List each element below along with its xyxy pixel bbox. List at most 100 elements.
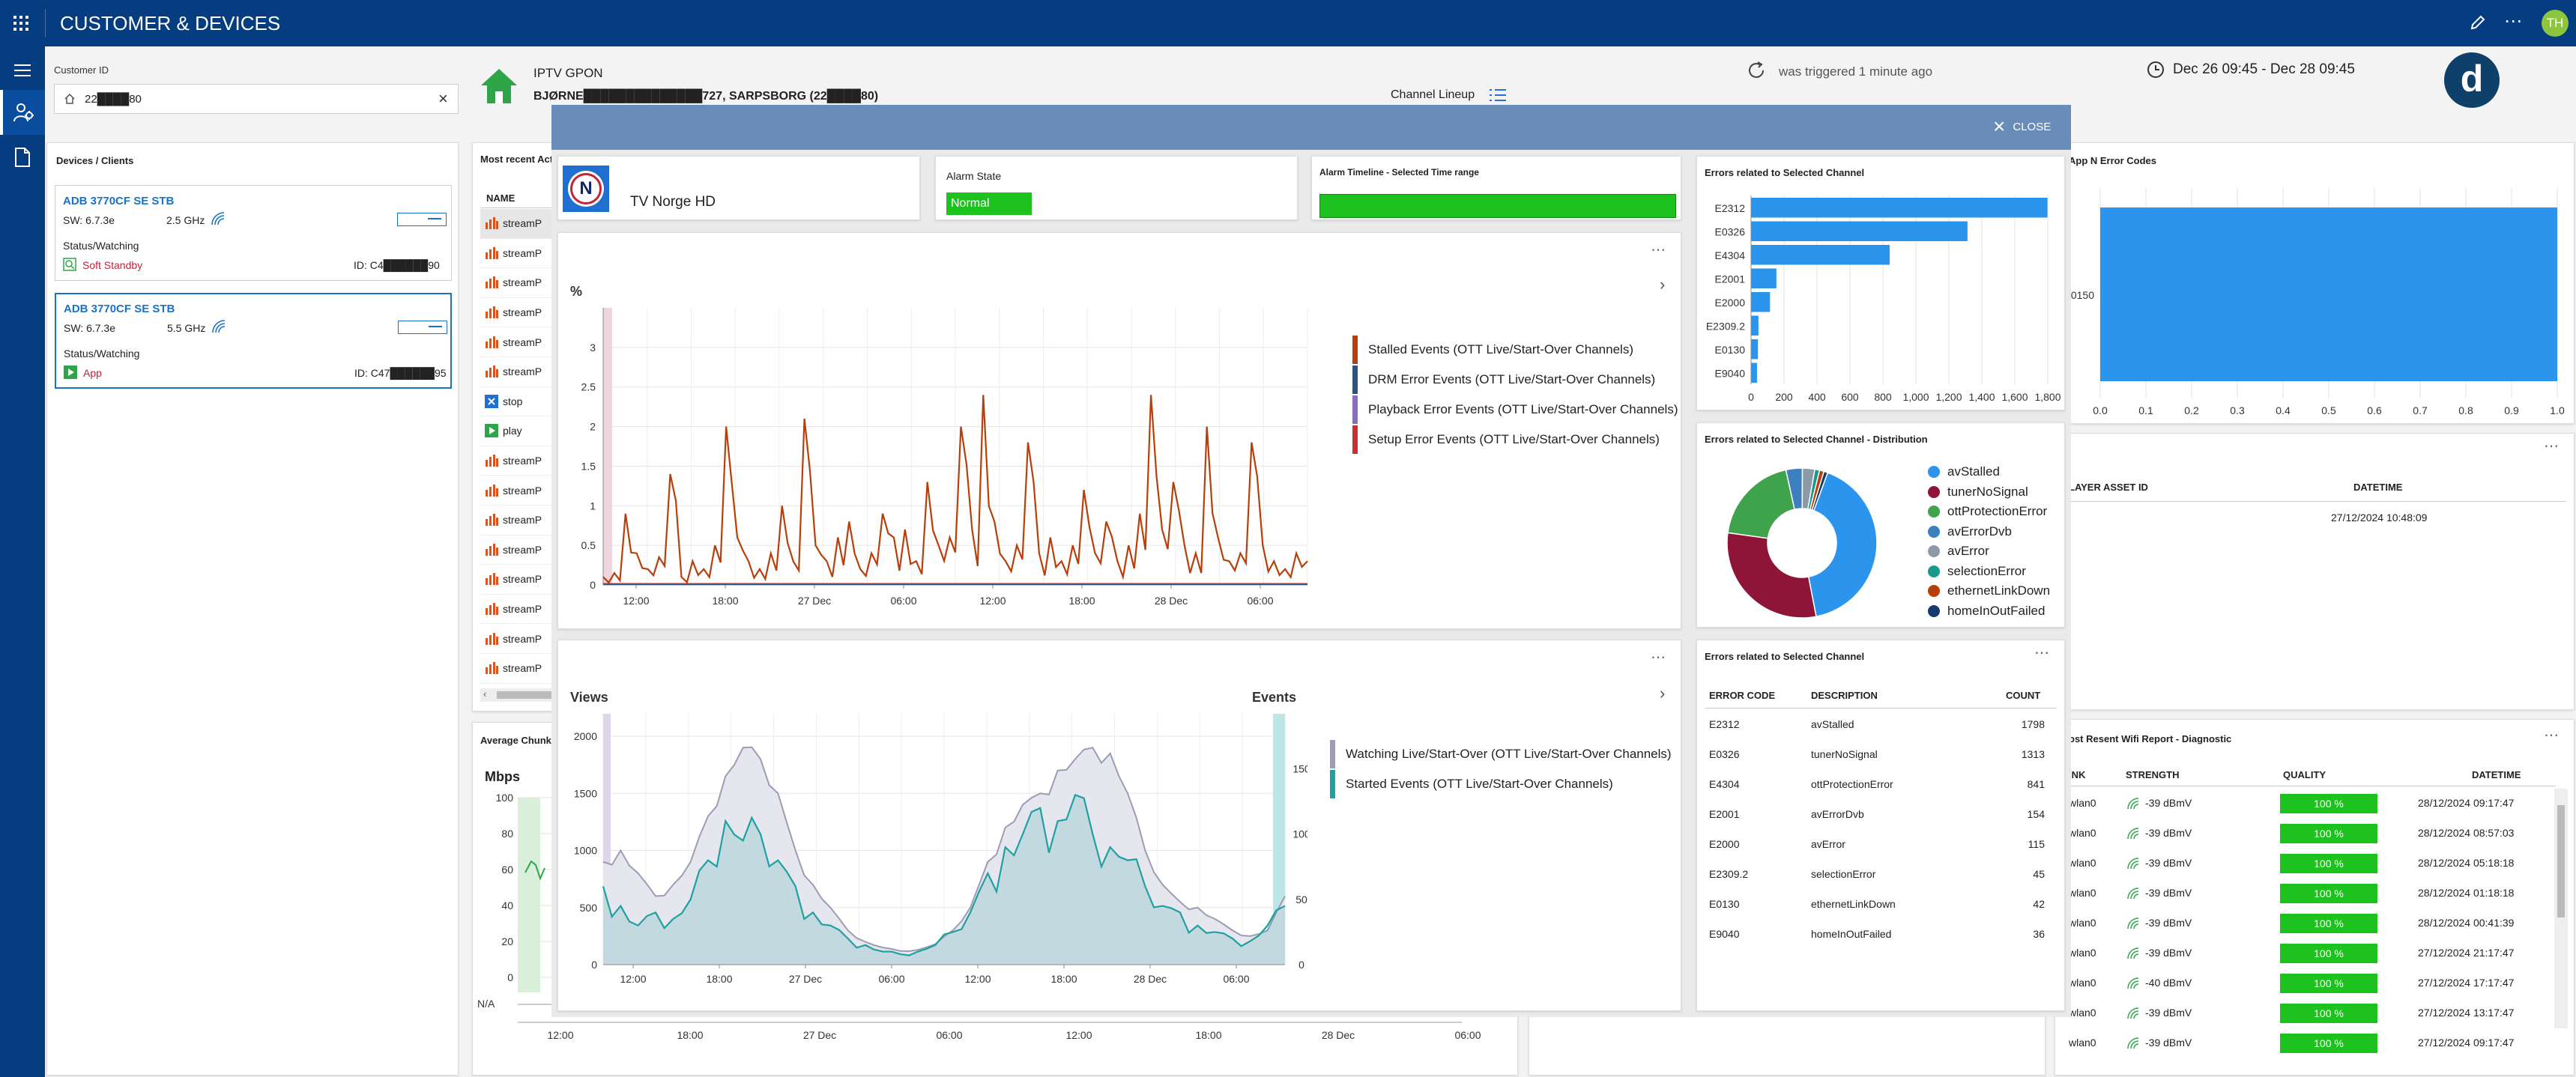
legend-item[interactable]: Setup Error Events (OTT Live/Start-Over … xyxy=(1352,425,1678,455)
table-row[interactable]: wlan0 -39 dBmV 100 % 27/12/2024 13:17:47 xyxy=(2055,998,2557,1028)
date-range[interactable]: Dec 26 09:45 - Dec 28 09:45 xyxy=(2173,61,2355,77)
table-row[interactable]: wlan0 -39 dBmV 100 % 28/12/2024 00:41:39 xyxy=(2055,908,2557,938)
legend-item[interactable]: homeInOutFailed xyxy=(1928,601,2050,622)
table-row[interactable]: E9040 homeInOutFailed 36 xyxy=(1697,919,2064,949)
legend-item[interactable]: avStalled xyxy=(1928,462,2050,482)
legend-dot xyxy=(1928,565,1940,577)
list-item[interactable]: play xyxy=(480,416,569,446)
document-nav-icon[interactable] xyxy=(0,135,45,180)
table-row[interactable]: E2000 avError 115 xyxy=(1697,829,2064,859)
legend-item[interactable]: tunerNoSignal xyxy=(1928,482,2050,503)
more-icon[interactable]: ⋯ xyxy=(2504,11,2524,31)
list-item[interactable]: streamP xyxy=(480,476,569,506)
error-count: 36 xyxy=(2033,928,2045,940)
table-row[interactable]: wlan0 -39 dBmV 100 % 27/12/2024 21:17:47 xyxy=(2055,938,2557,968)
legend-item[interactable]: selectionError xyxy=(1928,562,2050,582)
legend-item[interactable]: ottProtectionError xyxy=(1928,502,2050,522)
list-item[interactable]: stop xyxy=(480,387,569,417)
customer-devices-nav-icon[interactable] xyxy=(0,90,45,135)
alarm-timeline-bar[interactable] xyxy=(1319,194,1676,218)
more-options-icon[interactable]: ⋯ xyxy=(1651,242,1667,258)
vertical-scrollbar[interactable] xyxy=(2554,789,2568,1028)
legend-item[interactable]: Started Events (OTT Live/Start-Over Chan… xyxy=(1330,769,1672,799)
events-chart[interactable]: % 0 0.5 1 1.5 2 2.5 3 12:00 18:00 27 Dec 06:00 12:00… xyxy=(558,233,1330,629)
brand-logo: d xyxy=(2444,52,2500,108)
device-card[interactable]: ADB 3770CF SE STB SW: 6.7.3e 5.5 GHz Sta… xyxy=(55,293,452,389)
close-label: CLOSE xyxy=(2013,120,2052,133)
legend-item[interactable]: avErrorDvb xyxy=(1928,522,2050,542)
x-tick-label: 200 xyxy=(1775,391,1793,403)
table-row[interactable]: E4304 ottProtectionError 841 xyxy=(1697,769,2064,799)
legend-item[interactable]: ethernetLinkDown xyxy=(1928,581,2050,601)
wifi-datetime: 28/12/2024 01:18:18 xyxy=(2418,887,2515,899)
app-error-chart[interactable]: 0.0 0.1 0.2 0.3 0.4 0.5 0.6 0.7 0.8 0.9 1.0 0150 xyxy=(2055,173,2575,424)
list-item[interactable]: streamP xyxy=(480,357,569,387)
wifi-datetime: 27/12/2024 21:17:47 xyxy=(2418,947,2515,959)
list-item[interactable]: streamP xyxy=(480,298,569,328)
activity-name: play xyxy=(503,425,522,437)
device-card[interactable]: ADB 3770CF SE STB SW: 6.7.3e 2.5 GHz Sta… xyxy=(55,185,452,281)
play-icon xyxy=(64,365,77,379)
list-item[interactable]: streamP xyxy=(480,327,569,357)
legend-item[interactable]: avError xyxy=(1928,541,2050,562)
list-item[interactable]: streamP xyxy=(480,268,569,298)
y2-axis-title: Events xyxy=(1252,690,1296,705)
customer-id-input[interactable]: 22████80 × xyxy=(54,84,459,114)
list-item[interactable]: streamP xyxy=(480,536,569,565)
list-item[interactable]: streamP xyxy=(480,239,569,269)
more-options-icon[interactable]: ⋯ xyxy=(2034,645,2051,661)
table-row[interactable]: wlan0 -39 dBmV 100 % 28/12/2024 05:18:18 xyxy=(2055,849,2557,879)
device-name[interactable]: ADB 3770CF SE STB xyxy=(64,303,175,315)
legend-item[interactable]: Watching Live/Start-Over (OTT Live/Start… xyxy=(1330,739,1672,769)
channel-card: N TV Norge HD xyxy=(557,156,920,220)
views-chart[interactable]: Views Events 0 500 1000 1500 2000 0 50 100 150 12:0… xyxy=(558,640,1307,1011)
quality-badge: 100 % xyxy=(2280,1004,2377,1023)
activity-name: streamP xyxy=(503,632,542,645)
device-name[interactable]: ADB 3770CF SE STB xyxy=(63,195,175,207)
table-row[interactable]: E0326 tunerNoSignal 1313 xyxy=(1697,739,2064,769)
table-row[interactable]: E2309.2 selectionError 45 xyxy=(1697,859,2064,889)
more-options-icon[interactable]: ⋯ xyxy=(1651,649,1667,666)
channel-lineup-link[interactable]: Channel Lineup xyxy=(1391,88,1475,101)
hamburger-icon[interactable] xyxy=(0,48,45,93)
list-item[interactable]: streamP xyxy=(480,565,569,595)
activity-name: streamP xyxy=(503,365,542,378)
table-row[interactable]: wlan0 -39 dBmV 100 % 28/12/2024 08:57:03 xyxy=(2055,819,2557,849)
clear-icon[interactable]: × xyxy=(438,89,448,108)
table-row[interactable]: E2312 avStalled 1798 xyxy=(1697,709,2064,739)
close-button[interactable]: × CLOSE xyxy=(1993,116,2052,137)
more-options-icon[interactable]: ⋯ xyxy=(2544,727,2560,744)
list-item[interactable]: streamP xyxy=(480,654,569,684)
x-tick-label: 06:00 xyxy=(936,1029,962,1041)
list-icon[interactable] xyxy=(1488,87,1508,106)
table-row[interactable]: wlan0 -39 dBmV 100 % 27/12/2024 09:17:47 xyxy=(2055,1028,2557,1058)
table-row[interactable]: wlan0 -39 dBmV 100 % 28/12/2024 09:17:47 xyxy=(2055,789,2557,819)
avatar[interactable]: TH xyxy=(2542,10,2569,37)
bar-chart-icon xyxy=(485,454,498,467)
edit-icon[interactable] xyxy=(2468,13,2488,32)
table-row[interactable]: E2001 avErrorDvb 154 xyxy=(1697,799,2064,829)
table-row[interactable]: wlan0 -40 dBmV 100 % 27/12/2024 17:17:47 xyxy=(2055,968,2557,998)
error-code: E2000 xyxy=(1709,838,1740,850)
legend-item[interactable]: DRM Error Events (OTT Live/Start-Over Ch… xyxy=(1352,365,1678,395)
table-row[interactable]: E0130 ethernetLinkDown 42 xyxy=(1697,889,2064,919)
expand-arrow-icon[interactable]: › xyxy=(1660,275,1666,294)
legend-item[interactable]: Stalled Events (OTT Live/Start-Over Chan… xyxy=(1352,335,1678,365)
errors-bar-chart[interactable]: 0 200 400 600 800 1,000 1,200 1,400 1,600 1,800 E2… xyxy=(1697,157,2065,410)
list-item[interactable]: streamP xyxy=(480,506,569,536)
app-launcher-icon[interactable] xyxy=(12,14,30,32)
views-chart-card: ⋯ › Views Events 0 500 1000 1500 2000 0 50 100 150… xyxy=(557,640,1681,1011)
errors-donut-chart[interactable] xyxy=(1712,461,1892,625)
x-tick-label: 06:00 xyxy=(878,973,904,985)
standby-icon xyxy=(63,258,76,274)
expand-arrow-icon[interactable]: › xyxy=(1660,684,1666,703)
legend-item[interactable]: Playback Error Events (OTT Live/Start-Ov… xyxy=(1352,395,1678,425)
list-item[interactable]: streamP xyxy=(480,624,569,654)
horizontal-scrollbar[interactable]: ‹ xyxy=(480,688,569,702)
more-options-icon[interactable]: ⋯ xyxy=(2544,438,2560,455)
list-item[interactable]: streamP xyxy=(480,446,569,476)
legend-dot xyxy=(1928,525,1940,538)
table-row[interactable]: wlan0 -39 dBmV 100 % 28/12/2024 01:18:18 xyxy=(2055,879,2557,908)
list-item[interactable]: streamP xyxy=(480,595,569,625)
refresh-icon[interactable] xyxy=(1746,60,1767,84)
